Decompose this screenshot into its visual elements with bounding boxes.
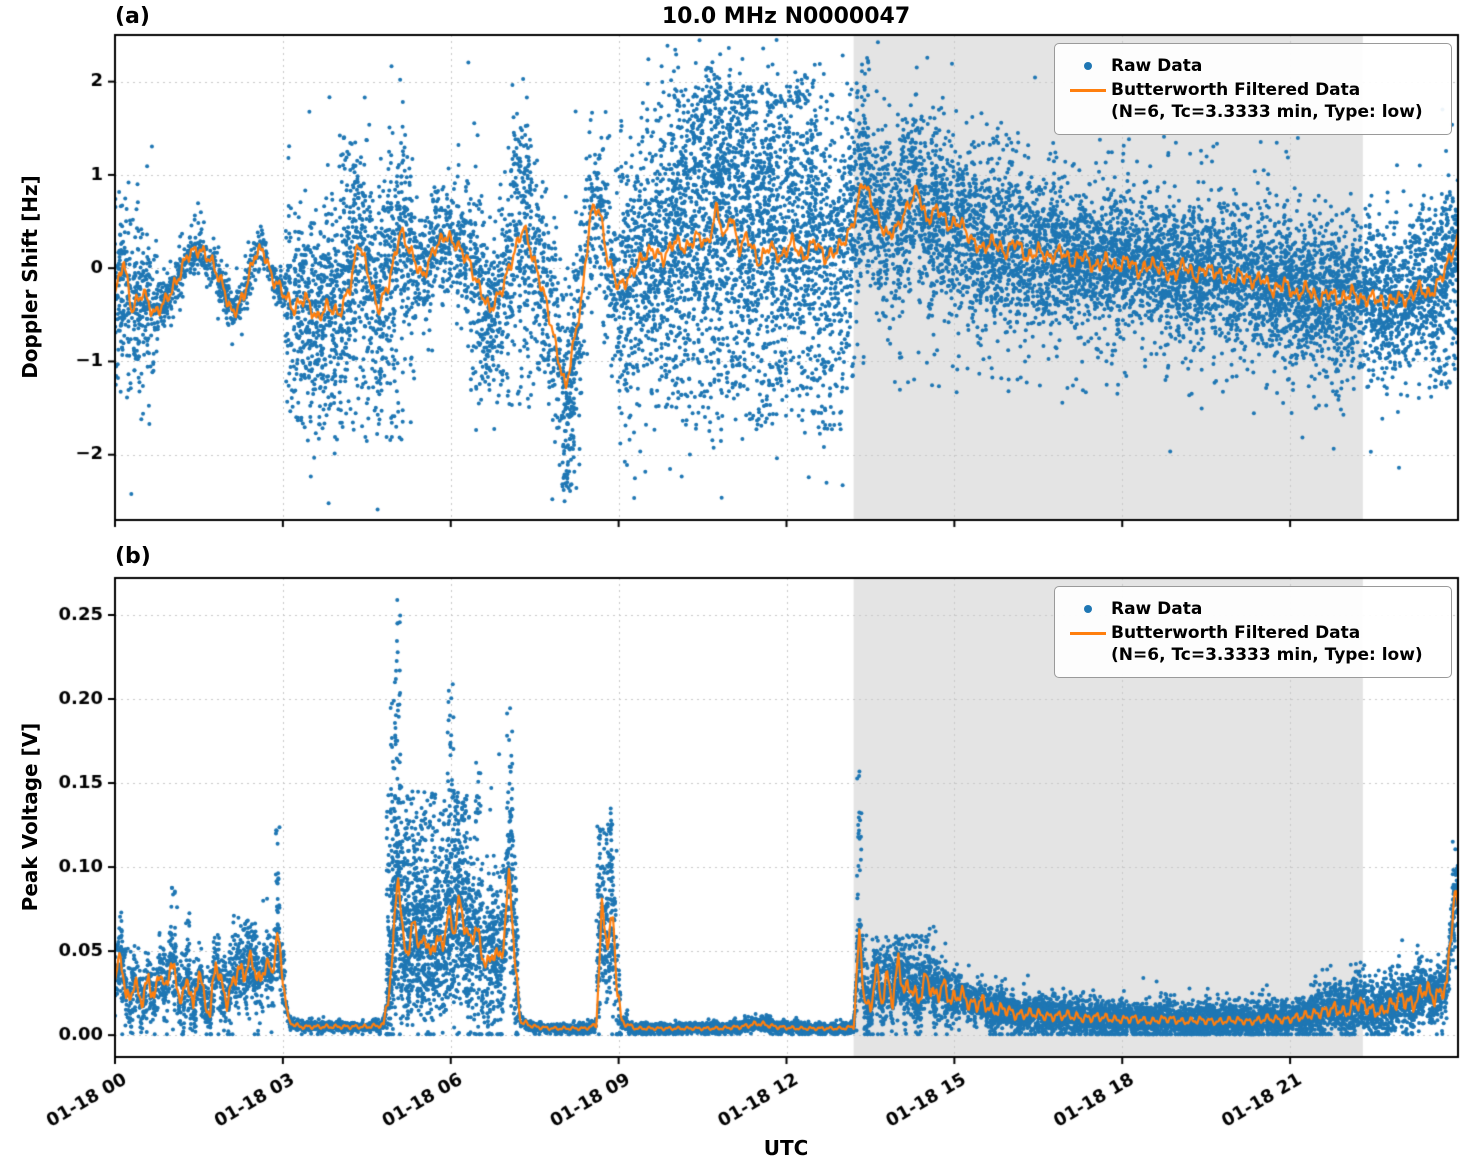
- legend-raw-label: Raw Data: [1111, 599, 1203, 619]
- legend-panel-a: Raw Data Butterworth Filtered Data (N=6,…: [1054, 43, 1452, 136]
- panel-b-label: (b): [115, 544, 151, 569]
- y-axis-label-doppler: Doppler Shift [Hz]: [18, 175, 42, 379]
- legend-filtered-sublabel: (N=6, Tc=3.3333 min, Type: low): [1111, 102, 1423, 123]
- filtered-line-icon: [1065, 622, 1111, 644]
- legend-raw-row: Raw Data: [1065, 55, 1437, 77]
- x-axis-label: UTC: [763, 1136, 809, 1160]
- raw-data-dot-icon: [1065, 55, 1111, 77]
- panel-a-label: (a): [115, 4, 150, 29]
- legend-filtered-sublabel: (N=6, Tc=3.3333 min, Type: low): [1111, 645, 1423, 666]
- legend-panel-b: Raw Data Butterworth Filtered Data (N=6,…: [1054, 586, 1452, 679]
- legend-raw-label: Raw Data: [1111, 56, 1203, 76]
- chart-title: 10.0 MHz N0000047: [661, 4, 911, 29]
- filtered-line-icon: [1065, 79, 1111, 101]
- legend-raw-row: Raw Data: [1065, 598, 1437, 620]
- raw-data-dot-icon: [1065, 598, 1111, 620]
- legend-filtered-row: Butterworth Filtered Data (N=6, Tc=3.333…: [1065, 622, 1437, 666]
- y-axis-label-voltage: Peak Voltage [V]: [18, 722, 42, 912]
- legend-filtered-label: Butterworth Filtered Data: [1111, 623, 1361, 644]
- legend-filtered-label: Butterworth Filtered Data: [1111, 80, 1361, 101]
- legend-filtered-row: Butterworth Filtered Data (N=6, Tc=3.333…: [1065, 79, 1437, 123]
